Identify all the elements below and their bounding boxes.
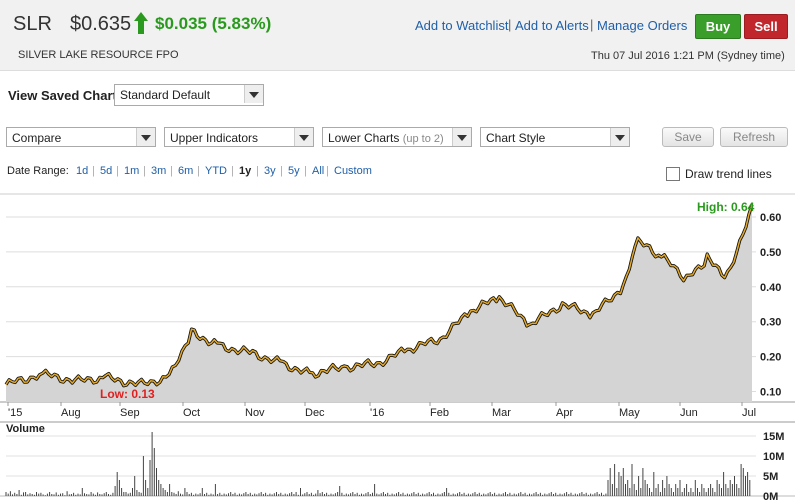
range-1d[interactable]: 1d — [76, 165, 89, 177]
draw-trend-lines-checkbox[interactable] — [666, 167, 680, 181]
link-separator: | — [508, 17, 512, 32]
range-separator: | — [231, 165, 234, 177]
sell-button[interactable]: Sell — [744, 14, 788, 39]
buy-button[interactable]: Buy — [695, 14, 741, 39]
chevron-down-icon — [610, 128, 629, 146]
lower-charts-select[interactable]: Lower Charts (up to 2) — [322, 127, 472, 147]
chart-style-label: Chart Style — [486, 131, 546, 145]
chevron-down-icon — [452, 128, 471, 146]
price-y-tick-label: 0.60 — [760, 212, 781, 224]
range-1y[interactable]: 1y — [239, 165, 252, 177]
range-5y[interactable]: 5y — [288, 165, 300, 177]
add-to-alerts-link[interactable]: Add to Alerts — [515, 18, 589, 33]
manage-orders-link[interactable]: Manage Orders — [597, 18, 688, 33]
range-separator: | — [326, 165, 329, 177]
last-price: $0.635 — [70, 13, 132, 35]
low-annotation: Low: 0.13 — [100, 387, 155, 401]
range-separator: | — [197, 165, 200, 177]
price-y-tick-label: 0.50 — [760, 247, 781, 259]
x-tick-label: Mar — [492, 407, 511, 419]
add-to-watchlist-link[interactable]: Add to Watchlist — [415, 18, 509, 33]
x-tick-label: Aug — [61, 407, 81, 419]
link-separator: | — [590, 17, 594, 32]
company-name: SILVER LAKE RESOURCE FPO — [18, 49, 179, 61]
x-tick-label: '15 — [8, 407, 22, 419]
volume-label: Volume — [6, 423, 45, 435]
saved-chart-select[interactable]: Standard Default — [114, 84, 264, 106]
range-separator: | — [256, 165, 259, 177]
x-tick-label: Feb — [430, 407, 449, 419]
range-all[interactable]: All — [312, 165, 325, 177]
range-3m[interactable]: 3m — [151, 165, 167, 177]
draw-trend-lines-label: Draw trend lines — [685, 167, 772, 181]
high-annotation: High: 0.64 — [697, 200, 755, 214]
range-ytd[interactable]: YTD — [205, 165, 227, 177]
upper-indicators-select[interactable]: Upper Indicators — [164, 127, 314, 147]
chevron-down-icon — [244, 85, 263, 103]
price-y-tick-label: 0.10 — [760, 387, 781, 399]
volume-y-tick-label: 15M — [763, 431, 784, 443]
upper-indicators-label: Upper Indicators — [170, 131, 259, 145]
range-3y[interactable]: 3y — [264, 165, 276, 177]
ticker-symbol: SLR — [13, 13, 52, 35]
x-tick-label: '16 — [370, 407, 384, 419]
price-change: $0.035 (5.83%) — [155, 14, 272, 33]
refresh-button[interactable]: Refresh — [720, 127, 788, 147]
price-line — [5, 204, 753, 387]
range-custom[interactable]: Custom — [334, 165, 372, 177]
x-tick-label: Sep — [120, 407, 140, 419]
range-separator: | — [92, 165, 95, 177]
x-tick-label: Apr — [556, 407, 573, 419]
x-tick-label: Dec — [305, 407, 325, 419]
quote-header: SLR $0.635 $0.035 (5.83%) Add to Watchli… — [0, 0, 795, 71]
range-separator: | — [280, 165, 283, 177]
saved-chart-value: Standard Default — [120, 88, 211, 102]
up-arrow-icon — [134, 12, 148, 34]
chevron-down-icon — [294, 128, 313, 146]
compare-select[interactable]: Compare — [6, 127, 156, 147]
lower-charts-label: Lower Charts — [328, 131, 400, 145]
volume-y-tick-label: 5M — [763, 471, 778, 483]
save-button[interactable]: Save — [662, 127, 714, 147]
price-y-tick-label: 0.40 — [760, 282, 781, 294]
range-separator: | — [304, 165, 307, 177]
range-separator: | — [116, 165, 119, 177]
range-separator: | — [143, 165, 146, 177]
chevron-down-icon — [136, 128, 155, 146]
range-1m[interactable]: 1m — [124, 165, 140, 177]
range-6m[interactable]: 6m — [178, 165, 194, 177]
x-tick-label: Jun — [680, 407, 698, 419]
date-range-label: Date Range: — [7, 165, 69, 177]
price-area-fill — [6, 204, 752, 402]
x-tick-label: Jul — [742, 407, 756, 419]
view-saved-chart-label: View Saved Chart: — [8, 88, 122, 103]
lower-charts-note: (up to 2) — [402, 133, 444, 145]
range-separator: | — [170, 165, 173, 177]
x-tick-label: Oct — [183, 407, 200, 419]
x-tick-label: May — [619, 407, 640, 419]
x-tick-label: Nov — [245, 407, 265, 419]
quote-datetime: Thu 07 Jul 2016 1:21 PM (Sydney time) — [591, 50, 785, 62]
chart-style-select[interactable]: Chart Style — [480, 127, 630, 147]
compare-label: Compare — [12, 131, 62, 145]
range-5d[interactable]: 5d — [100, 165, 113, 177]
price-y-tick-label: 0.20 — [760, 352, 781, 364]
volume-y-tick-label: 0M — [763, 491, 778, 503]
price-y-tick-label: 0.30 — [760, 317, 781, 329]
volume-y-tick-label: 10M — [763, 451, 784, 463]
